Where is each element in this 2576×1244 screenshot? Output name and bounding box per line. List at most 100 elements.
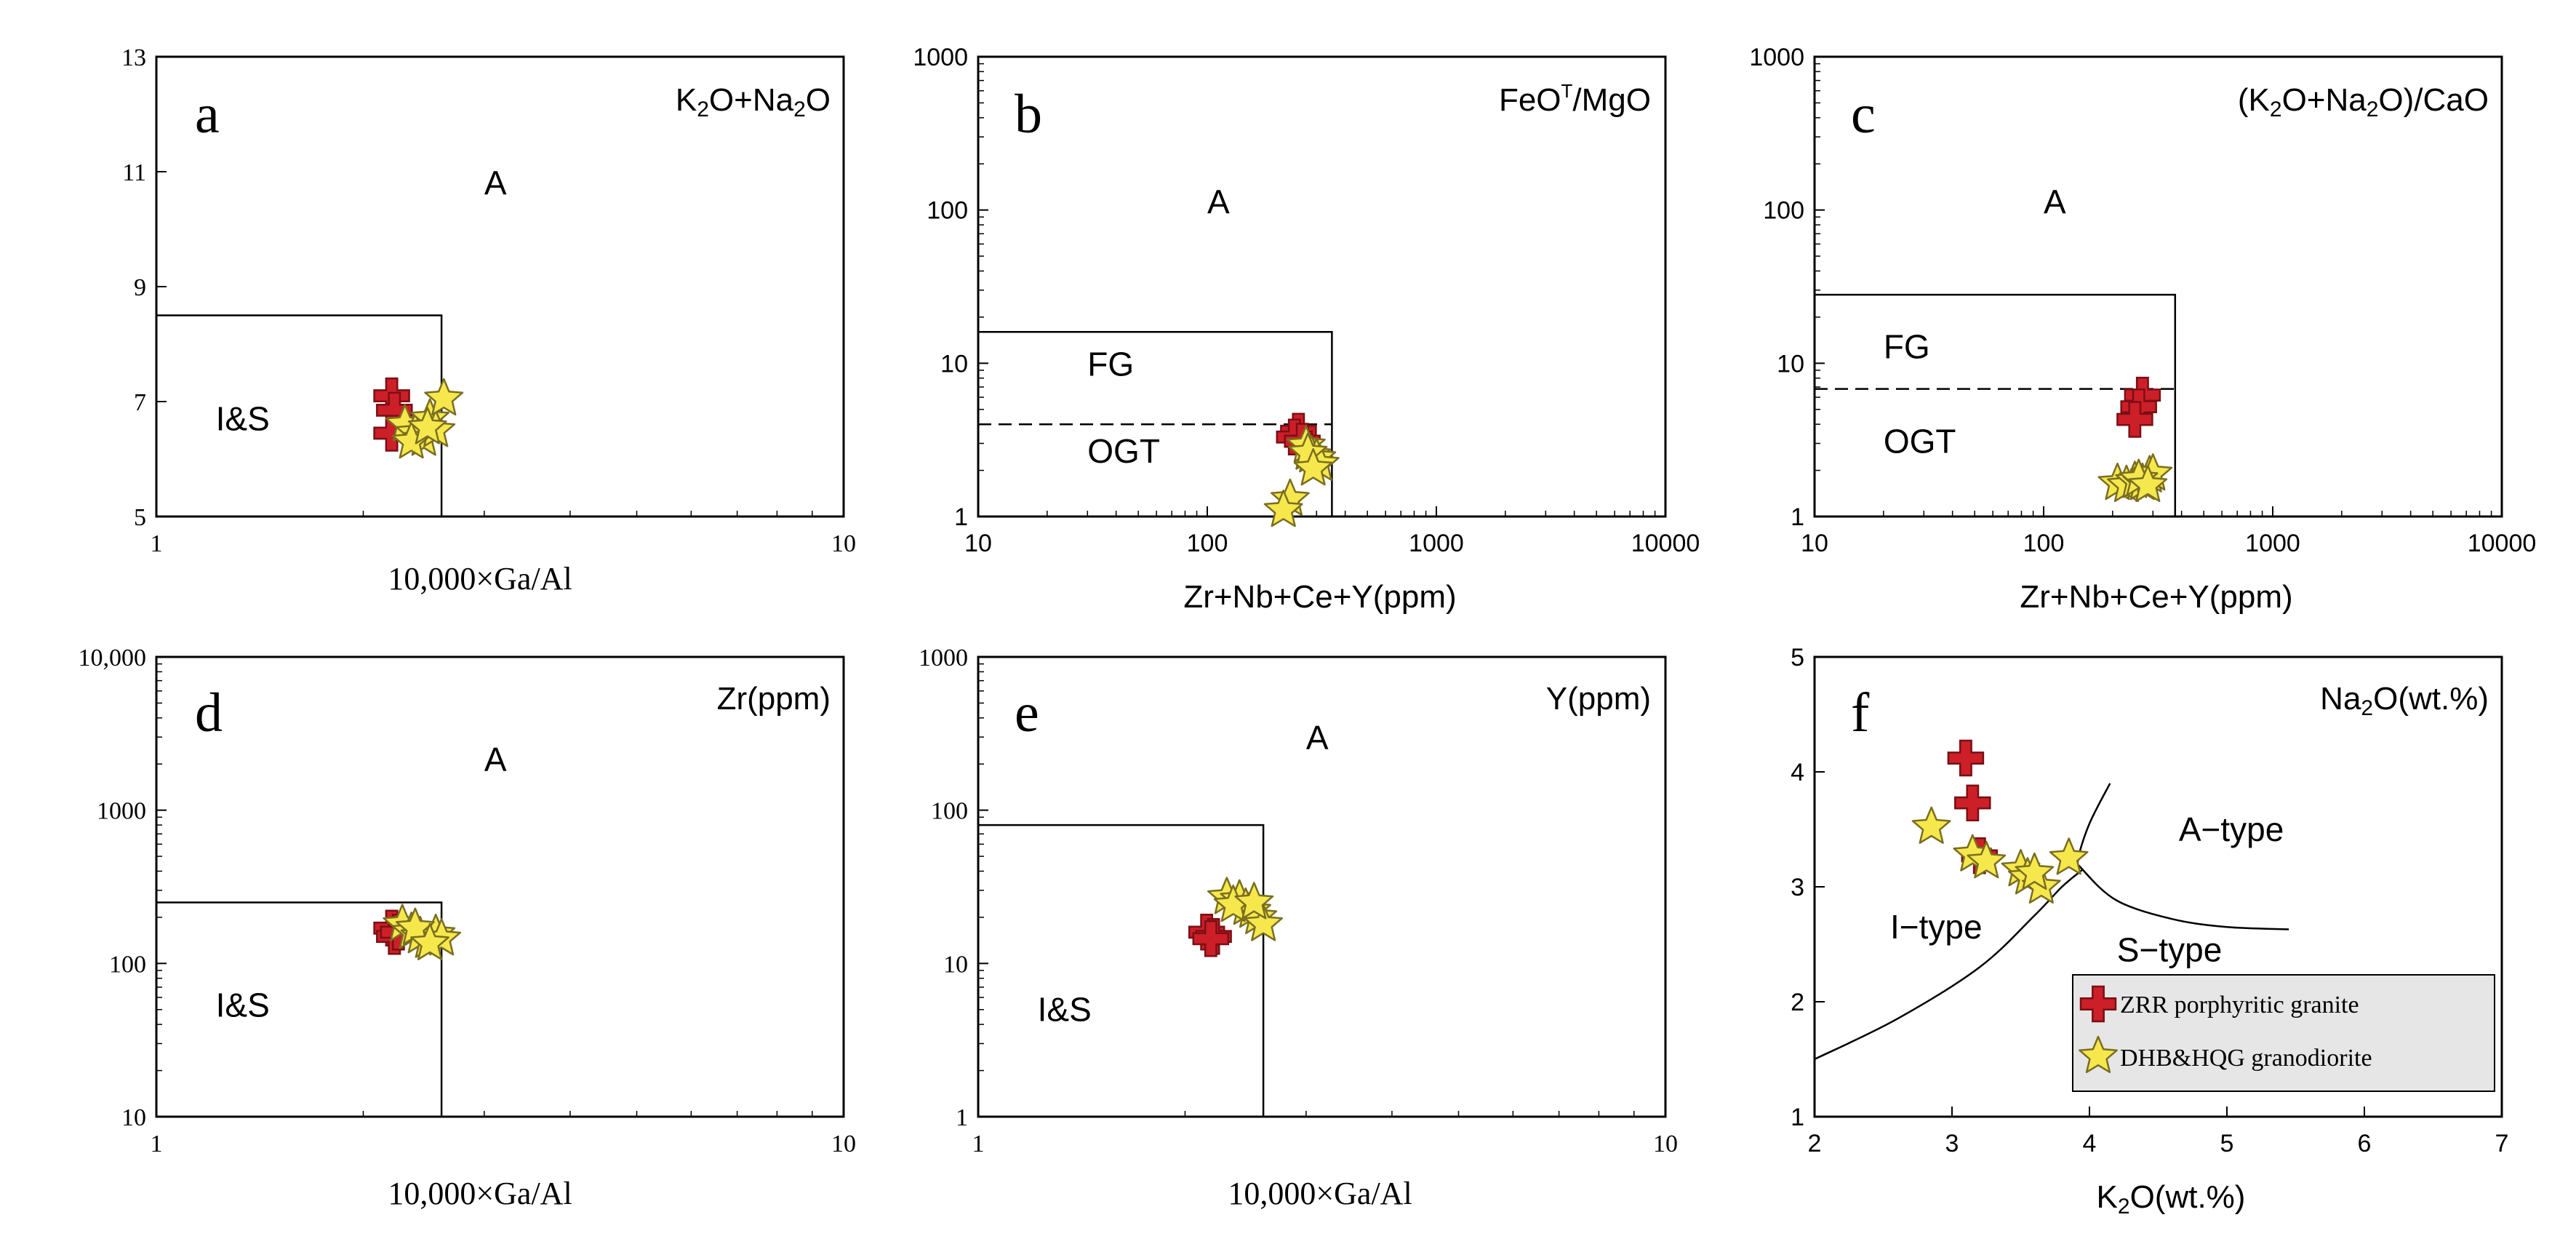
region-label: OGT [1087,432,1160,470]
panel-label: b [1015,84,1042,145]
region-label: S−type [2117,931,2223,969]
region-label: FG [1087,345,1134,383]
field-boundary-line [978,824,1265,1117]
region-label: A [484,741,507,778]
panel-label: f [1851,682,1870,743]
panel-label: e [1015,682,1039,743]
x-axis-label: K2O(wt.%) [2097,1179,2246,1219]
x-axis-label: 10,000×Ga/Al [388,561,572,597]
region-label: A [484,164,507,202]
dhb-hqg-granodiorite-point [2128,464,2168,503]
zrr-porphyritic-granite-point [1947,739,1985,777]
x-axis-label: 10,000×Ga/Al [388,1176,572,1211]
region-label: A [1207,183,1230,220]
legend: ZRR porphyritic granite DHB&HQG granodio… [2072,974,2495,1092]
x-tick-label: 7 [2495,1130,2509,1157]
dhb-hqg-granodiorite-point [1234,882,1274,920]
region-label: A [1306,719,1329,757]
corner-title: Zr(ppm) [717,681,831,717]
x-tick-label: 10 [831,1131,856,1157]
x-tick-label: 10000 [2468,530,2537,557]
plot-frame [155,55,845,518]
panel-e: A I&S 1 10 1 10 100 1000 e Y(ppm) 10,000×Ga/Al [919,645,1678,1211]
region-label: I&S [216,986,270,1024]
field-boundary-line [156,901,443,1117]
y-tick-label: 10 [121,1104,146,1131]
corner-title: (K2O+Na2O)/CaO [2238,82,2489,121]
zrr-porphyritic-granite-point [1954,784,1991,821]
dhb-hqg-granodiorite-point [2015,852,2055,890]
corner-title: Na2O(wt.%) [2320,681,2489,720]
dhb-hqg-granodiorite-point [410,922,449,960]
x-tick-label: 5 [2220,1130,2234,1157]
y-tick-label: 1000 [919,645,968,671]
y-tick-label: 2 [1791,989,1804,1016]
region-label: A [2044,183,2066,220]
corner-title: Y(ppm) [1546,681,1651,717]
x-tick-label: 10 [831,530,856,557]
red-cross-icon [2079,985,2117,1023]
plot-frame [977,55,1667,518]
y-tick-label: 3 [1791,874,1804,901]
legend-label-dhb: DHB&HQG granodiorite [2120,1045,2372,1072]
plot-frame [1813,55,2503,518]
field-boundary-line [156,314,443,517]
dhb-hqg-granodiorite-point [2049,837,2089,875]
x-tick-label: 1000 [1409,530,1464,557]
yellow-star-icon [2079,1035,2118,1074]
x-tick-label: 10 [1801,530,1828,557]
x-axis-label: 10,000×Ga/Al [1228,1176,1412,1211]
x-tick-label: 10000 [1631,530,1700,557]
yellow-star-icon [2079,1035,2118,1074]
region-label: OGT [1884,423,1956,460]
y-tick-label: 11 [122,159,146,186]
y-tick-label: 100 [931,798,968,825]
y-tick-label: 1000 [97,798,146,825]
x-axis-label: Zr+Nb+Ce+Y(ppm) [2020,579,2292,615]
y-tick-label: 100 [109,951,146,978]
y-tick-label: 1000 [1749,44,1804,71]
dhb-hqg-granodiorite-point [1293,448,1333,486]
y-tick-label: 1 [956,1104,968,1131]
x-axis-label: Zr+Nb+Ce+Y(ppm) [1183,579,1456,615]
dhb-hqg-granodiorite-point [1263,490,1303,527]
y-tick-label: 5 [134,504,146,531]
y-tick-label: 4 [1791,759,1804,786]
region-label: FG [1884,327,1930,365]
y-tick-label: 13 [121,44,146,71]
x-tick-label: 3 [1945,1130,1959,1157]
corner-title: FeOT/MgO [1499,80,1651,118]
dhb-hqg-granodiorite-point [1244,904,1284,941]
region-label: A−type [2179,810,2284,848]
zrr-porphyritic-granite-point [2116,401,2153,438]
dhb-hqg-granodiorite-point [1911,806,1951,844]
discrimination-curve [2076,783,2289,930]
plot-frame [155,655,845,1118]
red-cross-icon [2079,985,2117,1023]
zrr-porphyritic-granite-point [1192,920,1230,957]
y-tick-label: 10,000 [79,645,147,671]
field-boundary-line [1815,293,2177,517]
x-tick-label: 100 [1187,530,1228,557]
y-tick-label: 1 [954,503,968,531]
corner-title: K2O+Na2O [676,82,831,121]
region-label: I&S [216,400,270,438]
y-tick-label: 100 [927,197,968,225]
dhb-hqg-granodiorite-point [1967,840,2007,879]
x-tick-label: 1000 [2245,530,2300,557]
panel-label: a [195,84,220,145]
region-label: I−type [1890,908,1983,946]
plot-frame [977,655,1667,1118]
legend-label-zrr: ZRR porphyritic granite [2120,992,2359,1018]
x-tick-label: 100 [2023,530,2065,557]
dhb-hqg-granodiorite-point [407,407,447,444]
dhb-hqg-granodiorite-point [424,378,464,416]
y-tick-label: 1 [1791,1104,1804,1131]
y-tick-label: 10 [940,350,968,378]
y-tick-label: 1000 [913,44,968,71]
